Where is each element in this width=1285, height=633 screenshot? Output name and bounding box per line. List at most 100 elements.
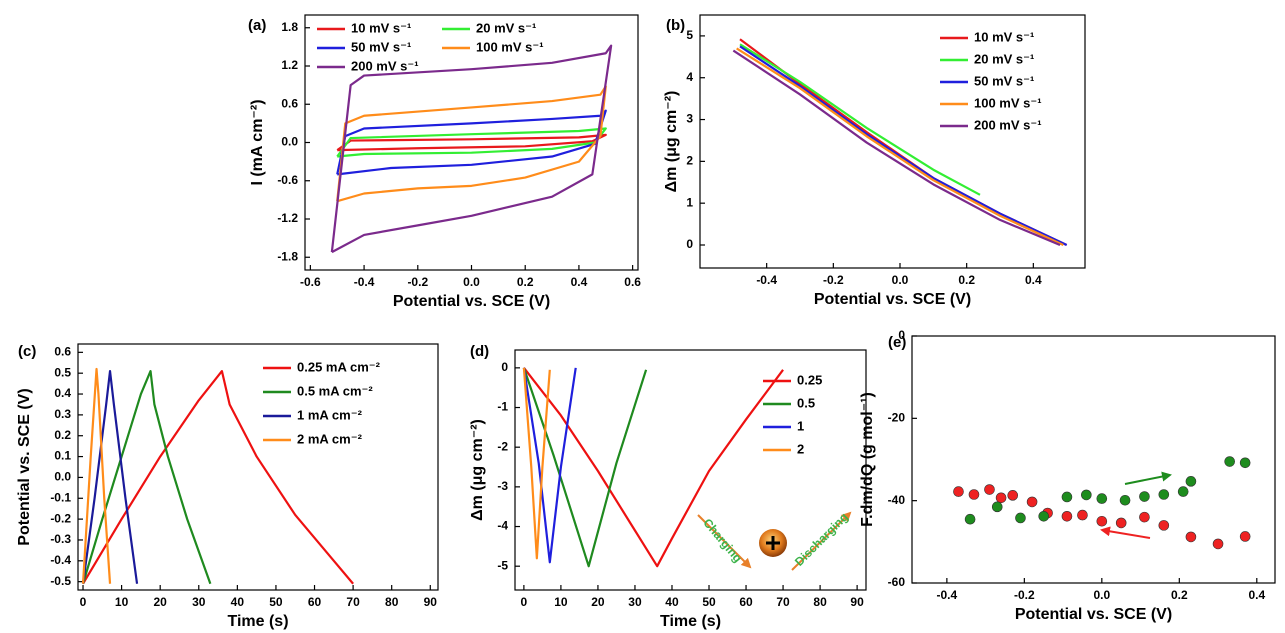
plot-frame [699, 14, 1086, 269]
y-tick-label: 0.3 [54, 407, 71, 421]
x-tick-label: 50 [702, 595, 716, 609]
y-axis-label: Δm (μg cm⁻²) [663, 91, 680, 193]
x-tick-label: -0.2 [1014, 588, 1035, 602]
legend-label: 200 mV s⁻¹ [351, 58, 419, 73]
data-point [1026, 496, 1038, 508]
legend-label: 10 mV s⁻¹ [351, 20, 411, 35]
panel-label: (e) [888, 334, 906, 351]
x-tick-label: 0.2 [958, 273, 975, 287]
y-axis-label: F.dm/dQ (g mol⁻¹) [859, 392, 876, 527]
x-tick-label: 10 [115, 595, 129, 609]
data-point [964, 513, 976, 525]
data-point [995, 492, 1007, 504]
x-axis-label: Potential vs. SCE (V) [814, 291, 971, 308]
x-tick-label: 0.6 [624, 275, 641, 289]
data-point [1212, 538, 1224, 550]
x-tick-label: 60 [739, 595, 753, 609]
data-point [1115, 517, 1127, 529]
y-axis-label: Δm (μg cm⁻²) [469, 419, 486, 521]
y-tick-label: -5 [497, 558, 508, 572]
y-tick-label: 0 [501, 360, 508, 374]
x-tick-label: 30 [628, 595, 642, 609]
panel-label: (a) [248, 17, 266, 34]
legend-label: 100 mV s⁻¹ [476, 39, 544, 54]
y-tick-label: -3 [497, 479, 508, 493]
x-tick-label: 90 [850, 595, 864, 609]
data-line [736, 47, 1064, 246]
data-point [1096, 493, 1108, 504]
data-point [1081, 489, 1092, 501]
x-tick-label: 0.4 [1248, 588, 1265, 602]
data-point [1061, 511, 1073, 522]
charging-arrow [697, 514, 752, 569]
data-point [1239, 531, 1251, 542]
y-tick-label: 1.2 [281, 58, 298, 72]
data-point [1224, 456, 1235, 467]
data-point [984, 484, 995, 495]
y-tick-label: 0.0 [281, 135, 298, 149]
data-line [82, 370, 354, 585]
discharging-direction-arrow [1100, 526, 1151, 539]
y-tick-label: 0.1 [54, 449, 71, 463]
data-point [1015, 512, 1026, 524]
y-tick-label: -1.8 [277, 249, 298, 263]
y-tick-label: -0.6 [277, 173, 298, 187]
plot-frame [77, 343, 439, 591]
y-tick-label: -1 [497, 400, 508, 414]
legend-label: 20 mV s⁻¹ [974, 51, 1034, 66]
y-tick-label: -60 [888, 575, 906, 589]
y-tick-label: 1.8 [281, 20, 298, 34]
data-point [1096, 515, 1108, 527]
data-point [1177, 486, 1189, 497]
y-tick-label: -2 [497, 439, 508, 453]
x-axis-label: Time (s) [227, 613, 288, 630]
legend-label: 50 mV s⁻¹ [351, 39, 411, 54]
x-tick-label: -0.4 [937, 588, 958, 602]
x-tick-label: 0.4 [571, 275, 588, 289]
data-line [739, 38, 1068, 246]
charging-direction-arrow [1124, 471, 1172, 485]
x-tick-label: 70 [346, 595, 360, 609]
x-axis-label: Time (s) [660, 613, 721, 630]
data-line [522, 367, 577, 564]
data-point [1139, 491, 1150, 502]
y-tick-label: 3 [686, 112, 693, 126]
data-point [1007, 490, 1019, 501]
legend-label: 1 mA cm⁻² [297, 407, 363, 422]
x-tick-label: -0.6 [300, 275, 321, 289]
y-axis-label: I (mA cm⁻²) [249, 99, 266, 185]
annotation: Charging [700, 516, 745, 565]
data-point [1239, 457, 1251, 469]
y-tick-label: 1 [686, 195, 693, 209]
y-tick-label: -20 [888, 411, 906, 425]
y-tick-label: 4 [686, 70, 693, 84]
legend-label: 0.5 [797, 395, 815, 410]
data-line [336, 85, 607, 203]
x-tick-label: 80 [813, 595, 827, 609]
data-line [732, 49, 1061, 247]
y-tick-label: 2 [686, 154, 693, 168]
x-axis-label: Potential vs. SCE (V) [1015, 606, 1172, 623]
y-tick-label: -0.5 [50, 574, 71, 588]
data-point [1139, 511, 1150, 523]
y-tick-label: 0.6 [54, 345, 71, 359]
data-point [1061, 491, 1073, 503]
x-tick-label: 90 [424, 595, 438, 609]
data-line [81, 367, 112, 584]
x-tick-label: -0.4 [354, 275, 375, 289]
y-tick-label: 0.4 [54, 386, 71, 400]
x-tick-label: -0.2 [407, 275, 428, 289]
y-tick-label: -4 [497, 519, 508, 533]
y-tick-label: 5 [686, 28, 693, 42]
y-tick-label: -0.3 [50, 532, 71, 546]
plus-icon [766, 536, 780, 550]
x-tick-label: 20 [591, 595, 605, 609]
y-tick-label: 0 [898, 328, 905, 342]
x-tick-label: 70 [776, 595, 790, 609]
legend-label: 0.5 mA cm⁻² [297, 383, 373, 398]
data-line [330, 44, 613, 254]
plot-frame [911, 335, 1276, 584]
data-line [522, 367, 551, 560]
data-point [1077, 509, 1088, 521]
